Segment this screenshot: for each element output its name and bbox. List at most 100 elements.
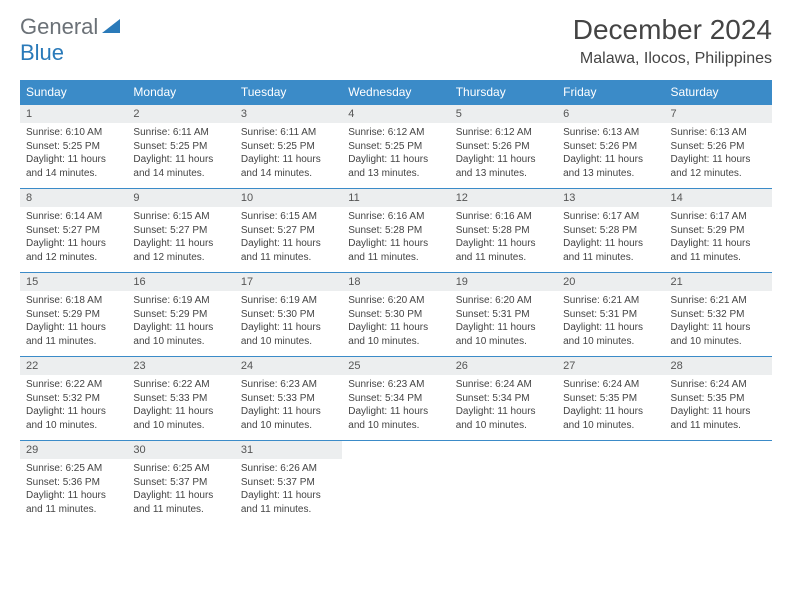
day-number: 25 [342, 357, 449, 375]
day-content: Sunrise: 6:23 AM Sunset: 5:33 PM Daylight:… [235, 375, 342, 440]
daylight-line: Daylight: 11 hours and 10 minutes. [241, 322, 321, 347]
day-content: Sunrise: 6:11 AMSunset: 5:25 PMDaylight:… [127, 123, 234, 188]
sunrise-line: Sunrise: 6:22 AM [26, 379, 102, 390]
logo-text: General Blue [20, 14, 121, 66]
sunset-line: Sunset: 5:29 PM [133, 309, 207, 320]
sunset-line: Sunset: 5:32 PM [26, 393, 100, 404]
day-cell: 11Sunrise: 6:16 AMSunset: 5:28 PMDayligh… [342, 189, 449, 273]
day-cell: 9Sunrise: 6:15 AMSunset: 5:27 PMDaylight… [127, 189, 234, 273]
day-header-monday: Monday [127, 80, 234, 105]
sunrise-line: Sunrise: 6:12 AM [348, 127, 424, 138]
daylight-line: Daylight: 11 hours and 14 minutes. [26, 154, 106, 179]
sunset-line: Sunset: 5:27 PM [133, 225, 207, 236]
sunset-line: Sunset: 5:35 PM [563, 393, 637, 404]
week-row: 8Sunrise: 6:14 AMSunset: 5:27 PMDaylight… [20, 189, 772, 273]
daylight-line: Daylight: 11 hours and 13 minutes. [348, 154, 428, 179]
day-content: Sunrise: 6:19 AMSunset: 5:30 PMDaylight:… [235, 291, 342, 356]
day-content: Sunrise: 6:12 AMSunset: 5:26 PMDaylight:… [450, 123, 557, 188]
day-cell: 2Sunrise: 6:11 AMSunset: 5:25 PMDaylight… [127, 105, 234, 189]
day-number: 5 [450, 105, 557, 123]
sunset-line: Sunset: 5:29 PM [671, 225, 745, 236]
day-cell: .. [557, 441, 664, 525]
sunset-line: Sunset: 5:35 PM [671, 393, 745, 404]
day-cell: 3Sunrise: 6:11 AMSunset: 5:25 PMDaylight… [235, 105, 342, 189]
day-number: 16 [127, 273, 234, 291]
month-title: December 2024 [573, 14, 772, 46]
sunrise-line: Sunrise: 6:15 AM [133, 211, 209, 222]
sunset-line: Sunset: 5:33 PM [241, 393, 315, 404]
day-cell: 15Sunrise: 6:18 AMSunset: 5:29 PMDayligh… [20, 273, 127, 357]
sunset-line: Sunset: 5:25 PM [133, 141, 207, 152]
sunset-line: Sunset: 5:31 PM [563, 309, 637, 320]
day-header-sunday: Sunday [20, 80, 127, 105]
day-cell: 6Sunrise: 6:13 AMSunset: 5:26 PMDaylight… [557, 105, 664, 189]
daylight-line: Daylight: 11 hours and 10 minutes. [133, 322, 213, 347]
day-header-tuesday: Tuesday [235, 80, 342, 105]
day-content: Sunrise: 6:10 AMSunset: 5:25 PMDaylight:… [20, 123, 127, 188]
sunrise-line: Sunrise: 6:10 AM [26, 127, 102, 138]
daylight-line: Daylight: 11 hours and 12 minutes. [671, 154, 751, 179]
daylight-line: Daylight: 11 hours and 13 minutes. [456, 154, 536, 179]
sunset-line: Sunset: 5:27 PM [26, 225, 100, 236]
sunset-line: Sunset: 5:26 PM [671, 141, 745, 152]
daylight-line: Daylight: 11 hours and 11 minutes. [241, 490, 321, 515]
day-number: 3 [235, 105, 342, 123]
daylight-line: Daylight: 11 hours and 10 minutes. [348, 406, 428, 431]
day-content: Sunrise: 6:11 AMSunset: 5:25 PMDaylight:… [235, 123, 342, 188]
day-content: Sunrise: 6:20 AMSunset: 5:30 PMDaylight:… [342, 291, 449, 356]
day-content: Sunrise: 6:16 AMSunset: 5:28 PMDaylight:… [342, 207, 449, 272]
sunset-line: Sunset: 5:25 PM [348, 141, 422, 152]
daylight-line: Daylight: 11 hours and 10 minutes. [26, 406, 106, 431]
day-cell: 26Sunrise: 6:24 AMSunset: 5:34 PMDayligh… [450, 357, 557, 441]
day-number: 19 [450, 273, 557, 291]
day-number: 20 [557, 273, 664, 291]
day-content: Sunrise: 6:18 AMSunset: 5:29 PMDaylight:… [20, 291, 127, 356]
day-content: Sunrise: 6:23 AMSunset: 5:34 PMDaylight:… [342, 375, 449, 440]
daylight-line: Daylight: 11 hours and 10 minutes. [671, 322, 751, 347]
sunrise-line: Sunrise: 6:23 AM [241, 379, 317, 390]
day-content: Sunrise: 6:25 AMSunset: 5:36 PMDaylight:… [20, 459, 127, 524]
daylight-line: Daylight: 11 hours and 10 minutes. [241, 406, 321, 431]
sunrise-line: Sunrise: 6:20 AM [456, 295, 532, 306]
day-cell: .. [342, 441, 449, 525]
day-number: 6 [557, 105, 664, 123]
day-content: Sunrise: 6:13 AMSunset: 5:26 PMDaylight:… [665, 123, 772, 188]
day-content: Sunrise: 6:21 AMSunset: 5:32 PMDaylight:… [665, 291, 772, 356]
day-content: Sunrise: 6:22 AMSunset: 5:33 PMDaylight:… [127, 375, 234, 440]
day-cell: 1Sunrise: 6:10 AMSunset: 5:25 PMDaylight… [20, 105, 127, 189]
day-content: Sunrise: 6:17 AMSunset: 5:29 PMDaylight:… [665, 207, 772, 272]
day-cell: 20Sunrise: 6:21 AMSunset: 5:31 PMDayligh… [557, 273, 664, 357]
logo-word-1: General [20, 14, 98, 39]
day-header-thursday: Thursday [450, 80, 557, 105]
daylight-line: Daylight: 11 hours and 10 minutes. [133, 406, 213, 431]
daylight-line: Daylight: 11 hours and 13 minutes. [563, 154, 643, 179]
day-cell: 23Sunrise: 6:22 AMSunset: 5:33 PMDayligh… [127, 357, 234, 441]
sunrise-line: Sunrise: 6:21 AM [671, 295, 747, 306]
day-cell: 27Sunrise: 6:24 AMSunset: 5:35 PMDayligh… [557, 357, 664, 441]
sunset-line: Sunset: 5:25 PM [241, 141, 315, 152]
day-header-saturday: Saturday [665, 80, 772, 105]
day-number: 18 [342, 273, 449, 291]
daylight-line: Daylight: 11 hours and 14 minutes. [133, 154, 213, 179]
day-cell: 25Sunrise: 6:23 AMSunset: 5:34 PMDayligh… [342, 357, 449, 441]
sunset-line: Sunset: 5:31 PM [456, 309, 530, 320]
sunrise-line: Sunrise: 6:17 AM [563, 211, 639, 222]
day-header-friday: Friday [557, 80, 664, 105]
daylight-line: Daylight: 11 hours and 12 minutes. [133, 238, 213, 263]
day-number: 22 [20, 357, 127, 375]
sunset-line: Sunset: 5:26 PM [456, 141, 530, 152]
sunset-line: Sunset: 5:27 PM [241, 225, 315, 236]
sunrise-line: Sunrise: 6:25 AM [26, 463, 102, 474]
calendar-table: SundayMondayTuesdayWednesdayThursdayFrid… [20, 80, 772, 524]
daylight-line: Daylight: 11 hours and 12 minutes. [26, 238, 106, 263]
daylight-line: Daylight: 11 hours and 11 minutes. [241, 238, 321, 263]
day-cell: 31Sunrise: 6:26 AMSunset: 5:37 PMDayligh… [235, 441, 342, 525]
day-number: 1 [20, 105, 127, 123]
week-row: 29Sunrise: 6:25 AMSunset: 5:36 PMDayligh… [20, 441, 772, 525]
sunset-line: Sunset: 5:28 PM [456, 225, 530, 236]
day-content: Sunrise: 6:14 AMSunset: 5:27 PMDaylight:… [20, 207, 127, 272]
day-number: 29 [20, 441, 127, 459]
day-header-wednesday: Wednesday [342, 80, 449, 105]
day-content: Sunrise: 6:24 AMSunset: 5:34 PMDaylight:… [450, 375, 557, 440]
daylight-line: Daylight: 11 hours and 14 minutes. [241, 154, 321, 179]
